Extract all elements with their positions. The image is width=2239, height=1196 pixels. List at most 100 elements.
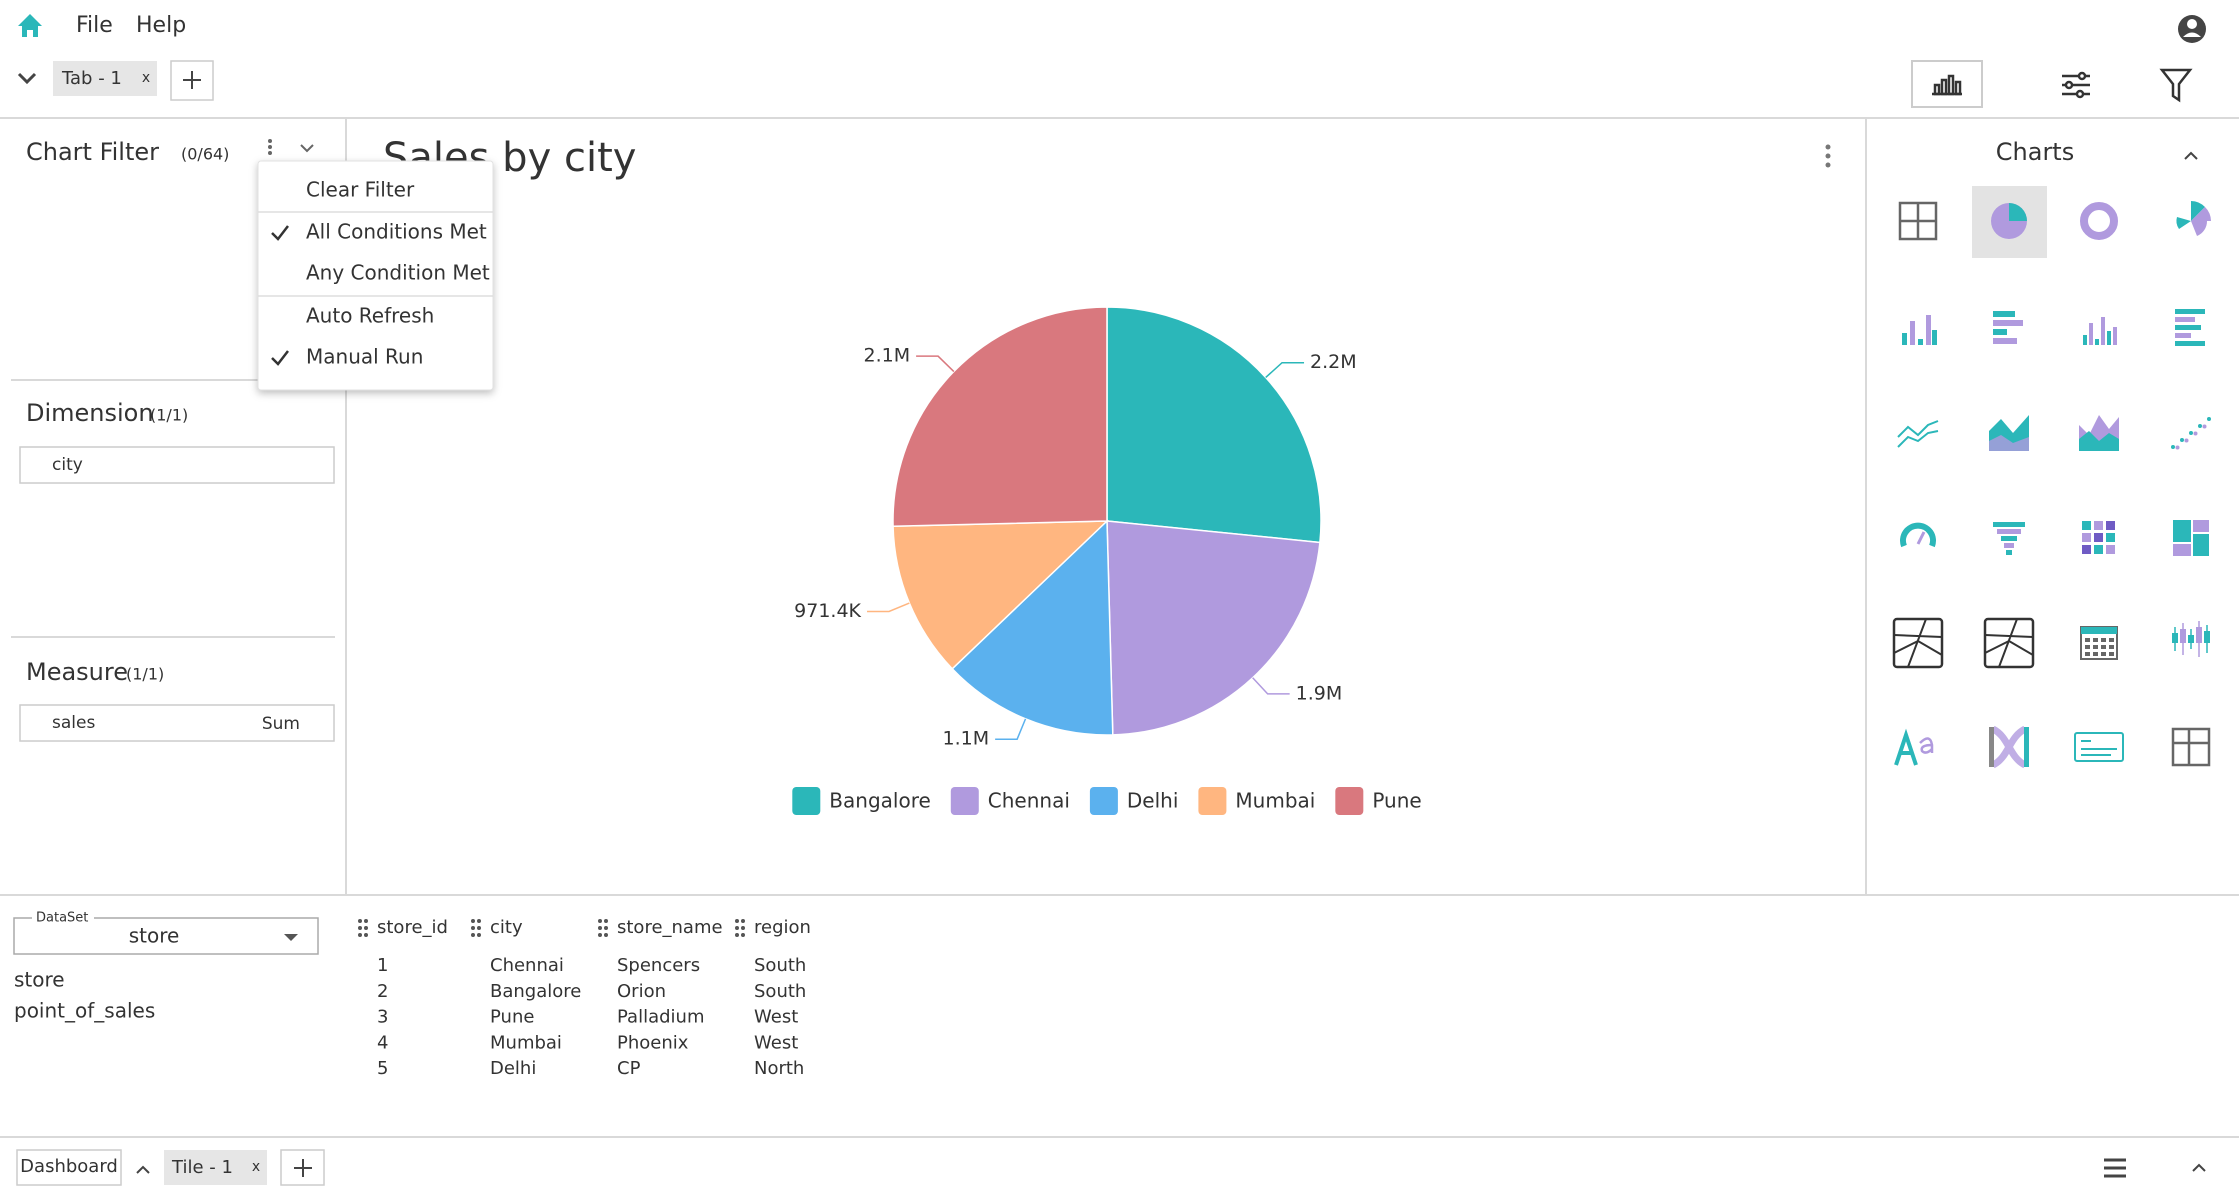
icon-shape (2191, 201, 2205, 221)
chart-type-icon[interactable] (1983, 617, 2035, 669)
chart-type-icon[interactable] (1991, 203, 2027, 239)
tiles-toggle[interactable] (136, 1165, 150, 1174)
chart-type-icon[interactable] (2171, 727, 2211, 767)
icon-shape (2001, 536, 2017, 541)
drag-handle[interactable] (358, 919, 368, 937)
column-header[interactable]: city (490, 917, 523, 938)
menu-item[interactable]: File (76, 13, 113, 38)
tile-close[interactable]: x (252, 1159, 260, 1175)
drag-handle[interactable] (471, 919, 481, 937)
legend-swatch[interactable] (950, 787, 979, 815)
pie-slice (1106, 306, 1322, 544)
icon-shape (1926, 315, 1931, 345)
legend-label[interactable]: Mumbai (1235, 789, 1315, 813)
column-header[interactable]: store_name (617, 917, 723, 938)
legend-label[interactable]: Bangalore (829, 789, 930, 813)
icon-shape (1910, 321, 1915, 345)
legend-label[interactable]: Delhi (1127, 789, 1179, 813)
tab-close[interactable]: x (142, 70, 150, 86)
leader-line (916, 355, 955, 373)
filter-collapse[interactable] (300, 144, 314, 153)
field-box[interactable] (19, 446, 335, 484)
table-cell: CP (617, 1058, 641, 1079)
icon-shape (2074, 732, 2124, 762)
icon-shape (1991, 725, 2027, 769)
menu-option[interactable]: Clear Filter (306, 178, 415, 202)
chart-type-icon[interactable] (2172, 621, 2210, 657)
legend-swatch[interactable] (1198, 787, 1227, 815)
leader-line (1252, 677, 1290, 695)
menu-option[interactable]: All Conditions Met (306, 220, 487, 244)
column-header[interactable]: store_id (377, 917, 448, 938)
chart-type-icon[interactable] (1993, 522, 2025, 555)
dataset-table[interactable]: point_of_sales (14, 999, 155, 1023)
chart-type-icon[interactable] (1892, 617, 1944, 669)
tile-tab[interactable] (164, 1150, 267, 1185)
panel-count: (1/1) (150, 406, 188, 425)
icon-shape (1984, 618, 2034, 668)
legend-label[interactable]: Chennai (988, 789, 1070, 813)
tab[interactable] (53, 61, 157, 96)
charts-collapse[interactable] (2184, 151, 2198, 160)
icon-shape (1916, 531, 1926, 545)
settings-icon[interactable] (2062, 71, 2090, 99)
chart-type-icon[interactable] (2080, 626, 2118, 660)
field-box[interactable] (19, 704, 335, 742)
chart-type-icon[interactable] (2175, 309, 2205, 346)
chart-type-icon[interactable] (1993, 311, 2023, 344)
legend-swatch[interactable] (792, 787, 821, 815)
grip-dot (477, 919, 481, 923)
chart-type-icon[interactable] (1897, 420, 1939, 448)
icon-shape (2176, 217, 2191, 229)
dataset-table[interactable]: store (14, 968, 65, 992)
chart-type-icon[interactable] (2176, 201, 2211, 236)
label-bg (32, 910, 94, 924)
dashboard-button[interactable] (16, 1149, 122, 1186)
filter-kebab[interactable] (268, 139, 272, 155)
chart-type-icon[interactable] (1989, 725, 2029, 769)
chart-type-icon[interactable] (1989, 415, 2029, 451)
menu-item[interactable]: Help (136, 13, 186, 38)
plus-icon (183, 71, 201, 89)
drag-handle[interactable] (598, 919, 608, 937)
aggregation[interactable]: Sum (262, 714, 300, 734)
chart-type-icon[interactable] (1898, 201, 1938, 241)
chart-type-icon[interactable] (1902, 315, 1937, 345)
icon-shape (2180, 629, 2186, 643)
menu-option[interactable]: Any Condition Met (306, 261, 490, 285)
chart-kebab[interactable] (1825, 144, 1831, 168)
dataset-value: store (129, 924, 180, 948)
filter-icon[interactable] (2159, 68, 2193, 103)
chart-view-icon (1932, 74, 1962, 96)
chart-type-icon[interactable] (2074, 732, 2124, 762)
tabs-chevron[interactable] (17, 72, 37, 85)
icon-shape (2198, 424, 2202, 428)
icon-shape (2094, 545, 2103, 554)
icon-shape (2106, 521, 2115, 530)
menu-icon[interactable] (2104, 1158, 2126, 1178)
chart-type-icon[interactable] (1900, 522, 1936, 548)
menu-option[interactable]: Auto Refresh (306, 304, 434, 328)
menu-option[interactable]: Manual Run (306, 345, 423, 369)
icon-shape (1897, 420, 1939, 438)
legend-swatch[interactable] (1335, 787, 1364, 815)
home-icon[interactable] (18, 14, 42, 37)
chart-type-icon[interactable] (2082, 521, 2115, 554)
icon-shape (1993, 320, 2023, 326)
chart-type-icon[interactable] (2080, 202, 2118, 240)
drag-handle[interactable] (735, 919, 745, 937)
table-cell: Mumbai (490, 1032, 562, 1053)
chart-type-icon[interactable] (2171, 417, 2211, 450)
bottom-collapse[interactable] (2192, 1163, 2206, 1172)
chart-type-icon[interactable] (2083, 317, 2117, 345)
user-icon[interactable] (2178, 15, 2206, 43)
chart-type-icon[interactable] (2173, 520, 2209, 556)
legend-label[interactable]: Pune (1372, 789, 1421, 813)
icon-shape (2202, 424, 2207, 429)
pie-slice (1106, 520, 1321, 736)
chart-type-icon[interactable] (1894, 728, 1934, 766)
column-header[interactable]: region (754, 917, 811, 938)
chart-type-icon[interactable] (2079, 415, 2119, 451)
table-cell: Bangalore (490, 981, 581, 1002)
legend-swatch[interactable] (1089, 787, 1118, 815)
